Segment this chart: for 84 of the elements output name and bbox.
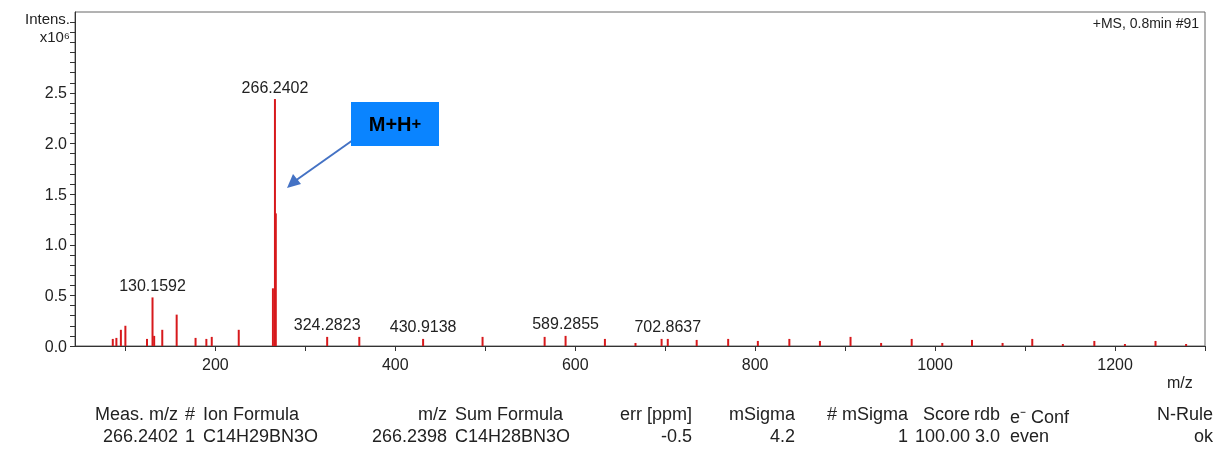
bar <box>145 338 148 346</box>
y-tick-label: 0.0 <box>44 337 68 355</box>
bar <box>880 342 883 346</box>
bar <box>941 342 944 346</box>
y-tick-label: 2.5 <box>44 84 68 102</box>
text: # <box>184 404 195 424</box>
bar <box>119 329 122 346</box>
text: Ion Formula <box>203 404 300 425</box>
text: Sum Formula <box>455 404 564 425</box>
text: mSigma <box>728 404 795 425</box>
x-axis-title: m/z <box>1167 374 1193 392</box>
text: rdb <box>973 404 1000 425</box>
bar <box>115 337 118 346</box>
bar <box>1154 340 1157 346</box>
x-tick-label: 800 <box>741 355 769 373</box>
bar <box>788 338 791 346</box>
bar <box>603 338 606 346</box>
x-tick-label: 400 <box>381 355 409 373</box>
x-tick-label: 200 <box>202 355 229 373</box>
bar <box>175 314 178 346</box>
bar <box>161 329 164 346</box>
bar <box>1123 343 1126 346</box>
bar <box>1061 343 1064 346</box>
bar <box>1093 340 1096 346</box>
bar <box>1185 343 1188 346</box>
bar <box>481 336 484 346</box>
bar <box>151 297 154 346</box>
bar <box>1031 338 1034 346</box>
text: -0.5 <box>660 426 692 447</box>
bar <box>970 339 973 346</box>
bar <box>666 338 669 346</box>
x-tick-label: 600 <box>561 355 589 373</box>
text: even <box>1010 426 1050 447</box>
text: 266.2398 <box>371 426 447 447</box>
text: # mSigma <box>826 404 908 425</box>
x-tick-label: 1200 <box>1097 355 1133 373</box>
bar <box>1001 342 1004 346</box>
y-tick-label: 0.5 <box>44 286 68 304</box>
bar <box>849 336 852 346</box>
bar <box>358 336 361 346</box>
bar <box>695 339 698 346</box>
annotation: 324.2823 <box>293 316 361 334</box>
bar <box>756 340 759 346</box>
annotation: 589.2855 <box>532 315 600 333</box>
bar <box>237 329 240 346</box>
bar <box>210 336 213 346</box>
y-tick-label: 1.0 <box>44 236 68 254</box>
bar <box>564 335 567 346</box>
text: N-Rule <box>1156 404 1213 425</box>
y-axis-title: Intens. x10⁶ <box>23 10 70 46</box>
text: 4.2 <box>769 426 795 447</box>
text: C14H28BN3O <box>455 426 571 447</box>
annotation: 266.2402 <box>241 78 309 96</box>
text: C14H29BN3O <box>203 426 319 447</box>
y-tick-label: 1.5 <box>44 185 68 203</box>
y-tick-label: 2.0 <box>44 135 68 153</box>
annotation: 130.1592 <box>119 276 186 294</box>
bar <box>422 338 425 346</box>
bar <box>111 338 114 346</box>
text: Score <box>922 404 970 425</box>
text: e⁻ Conf <box>1010 406 1070 428</box>
text: Meas. m/z <box>94 404 178 425</box>
bar <box>727 338 730 346</box>
bar <box>634 342 637 346</box>
text: m/z <box>418 404 447 425</box>
text: ok <box>1193 426 1213 447</box>
bar <box>326 336 329 346</box>
annotation: 430.9138 <box>389 318 457 336</box>
bar <box>194 337 197 346</box>
bar <box>543 336 546 346</box>
annotation: 702.8637 <box>634 318 702 336</box>
bar <box>124 325 127 346</box>
x-tick-label: 1000 <box>917 355 953 373</box>
annotation: +MS, 0.8min #91 <box>1092 15 1200 31</box>
bar <box>910 338 913 346</box>
text: 266.2402 <box>102 426 178 447</box>
bar <box>660 338 663 346</box>
text: err [ppm] <box>619 404 692 425</box>
text: 1 <box>897 426 908 447</box>
text: 1 <box>184 426 195 446</box>
bar <box>205 338 208 346</box>
text: 3.0 <box>974 426 1000 447</box>
bar <box>818 340 821 346</box>
text: 100.00 <box>914 426 970 447</box>
